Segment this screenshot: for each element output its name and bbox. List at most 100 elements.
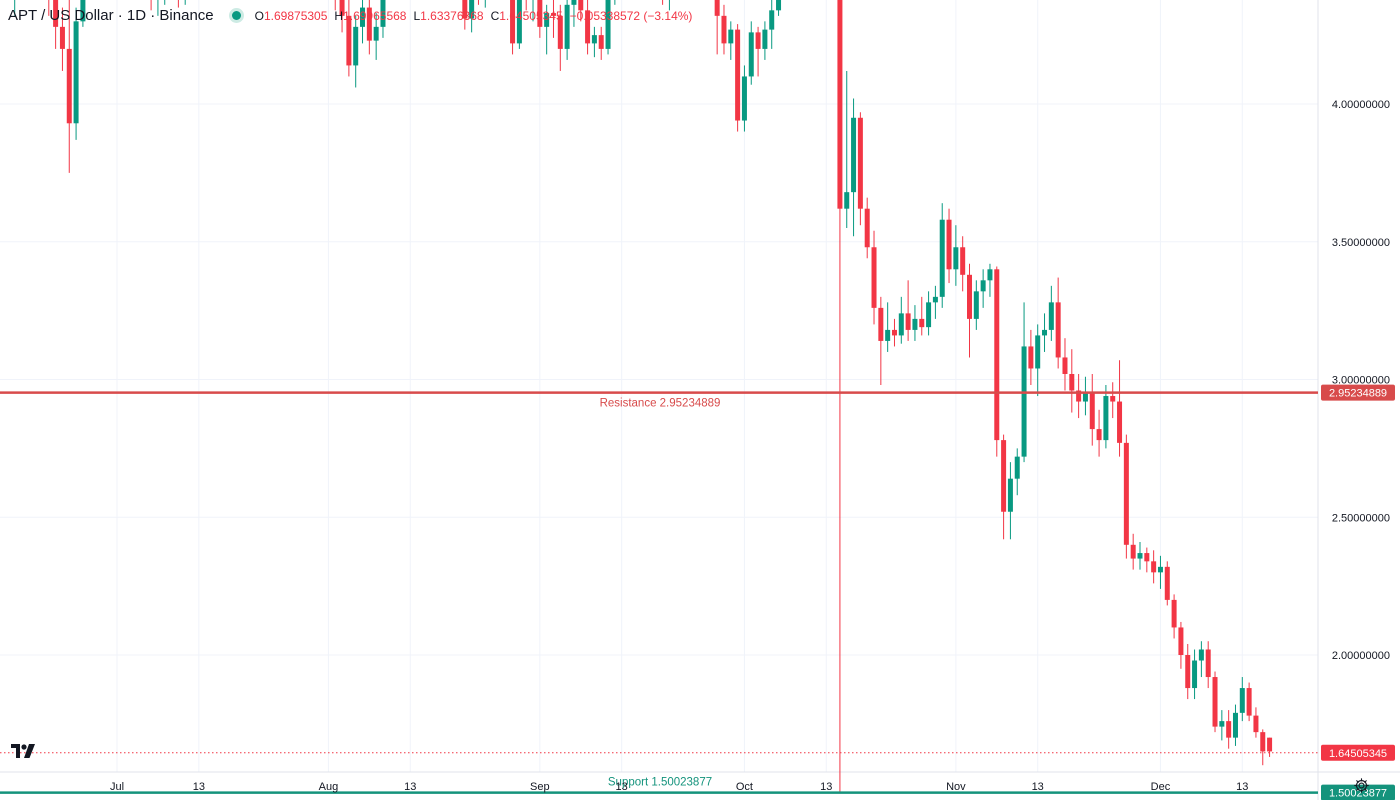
candle-body bbox=[557, 15, 563, 49]
candle-body bbox=[1021, 346, 1027, 457]
support-axis-tag bbox=[1321, 784, 1395, 800]
candle-body bbox=[844, 192, 850, 209]
candle bbox=[1069, 349, 1075, 413]
candle bbox=[1219, 710, 1225, 741]
current-price-value: 1.64505345 bbox=[1329, 748, 1387, 760]
resistance-axis-value: 2.95234889 bbox=[1329, 388, 1387, 400]
candle-body bbox=[516, 0, 522, 44]
candle bbox=[164, 0, 166, 5]
candle bbox=[532, 0, 534, 22]
candle bbox=[1055, 277, 1061, 369]
candle bbox=[668, 0, 670, 11]
candle bbox=[537, 0, 543, 38]
candle-body bbox=[360, 7, 366, 27]
candle-body bbox=[339, 0, 345, 16]
candle bbox=[557, 4, 563, 71]
candle bbox=[721, 4, 727, 55]
candle bbox=[1001, 434, 1007, 540]
open-value: O1.69875305 bbox=[254, 8, 328, 23]
candle bbox=[953, 225, 959, 286]
candle bbox=[550, 0, 556, 38]
candle-body bbox=[1130, 544, 1136, 559]
candle bbox=[1151, 550, 1157, 584]
candle bbox=[1267, 737, 1273, 757]
candles bbox=[14, 0, 1273, 793]
candle bbox=[53, 0, 59, 49]
candle-body bbox=[1062, 357, 1068, 374]
candle bbox=[960, 236, 966, 292]
candle-body bbox=[1117, 401, 1123, 443]
candle bbox=[946, 208, 952, 284]
candle-body bbox=[741, 76, 747, 121]
close-value: C1.64505345 bbox=[490, 8, 563, 23]
candle bbox=[728, 21, 734, 60]
candle-body bbox=[946, 219, 952, 270]
candle bbox=[462, 0, 468, 30]
candle bbox=[1185, 643, 1191, 700]
candle-body bbox=[53, 0, 59, 27]
candle bbox=[1253, 707, 1259, 738]
candle bbox=[1076, 373, 1082, 419]
candle bbox=[1103, 385, 1109, 449]
candle-body bbox=[462, 0, 468, 19]
candle bbox=[919, 296, 925, 336]
candle-body bbox=[714, 0, 720, 16]
candle-body bbox=[578, 0, 584, 11]
candle bbox=[735, 24, 741, 132]
candle bbox=[1205, 641, 1211, 689]
candle-body bbox=[898, 313, 904, 336]
candle-body bbox=[1035, 335, 1041, 369]
candle bbox=[755, 26, 761, 77]
x-tick-label: Nov bbox=[946, 781, 966, 793]
candle bbox=[1137, 542, 1143, 570]
candle-body bbox=[1007, 478, 1013, 512]
candle bbox=[1089, 373, 1095, 446]
candle-body bbox=[987, 269, 993, 281]
x-tick-label: Dec bbox=[1151, 781, 1171, 793]
candle-body bbox=[837, 0, 843, 209]
candle bbox=[1062, 338, 1068, 391]
candle-body bbox=[953, 247, 959, 270]
candle bbox=[360, 0, 366, 44]
candle-body bbox=[1253, 715, 1259, 733]
candle bbox=[1048, 285, 1054, 341]
candle bbox=[741, 65, 747, 132]
candle-body bbox=[905, 313, 911, 330]
candle bbox=[516, 0, 522, 49]
tradingview-logo-icon[interactable] bbox=[10, 742, 36, 760]
support-label: Support 1.50023877 bbox=[608, 777, 712, 789]
candle bbox=[1192, 649, 1198, 700]
y-tick-label: 3.00000000 bbox=[1332, 375, 1390, 387]
candle bbox=[66, 0, 72, 173]
candle-body bbox=[1069, 373, 1075, 391]
symbol-title[interactable]: APT / US Dollar · 1D · Binance bbox=[8, 7, 214, 24]
candle bbox=[857, 112, 863, 226]
candle bbox=[844, 70, 850, 228]
candle bbox=[73, 7, 79, 140]
candle-body bbox=[564, 4, 570, 49]
candle bbox=[776, 0, 782, 16]
candle-body bbox=[912, 318, 918, 330]
candle bbox=[346, 0, 352, 77]
candle bbox=[157, 0, 159, 16]
candle bbox=[353, 15, 359, 88]
gear-icon[interactable] bbox=[1353, 777, 1370, 794]
candle bbox=[1164, 561, 1170, 606]
candle-body bbox=[926, 302, 932, 328]
candle bbox=[871, 230, 877, 325]
candle-body bbox=[748, 32, 754, 77]
x-tick-label: 13 bbox=[820, 781, 832, 793]
candle bbox=[939, 203, 945, 308]
candle-body bbox=[1171, 599, 1177, 628]
candle bbox=[1035, 324, 1041, 397]
candle-body bbox=[598, 35, 604, 49]
candle bbox=[864, 197, 870, 259]
grid-lines bbox=[0, 0, 1318, 772]
candle bbox=[967, 263, 972, 358]
candle-body bbox=[550, 13, 556, 16]
candle bbox=[926, 291, 932, 336]
candle-body bbox=[1110, 396, 1116, 402]
candle bbox=[1144, 547, 1150, 573]
candle bbox=[891, 318, 897, 347]
